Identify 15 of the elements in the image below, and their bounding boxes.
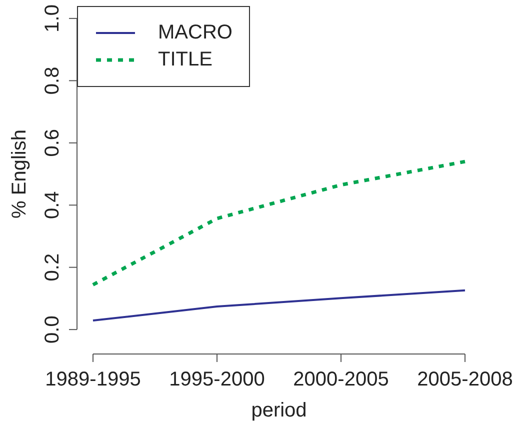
x-tick-label: 2005-2008 <box>417 368 513 391</box>
y-tick-label: 0.8 <box>42 66 64 95</box>
x-tick-label: 1995-2000 <box>169 368 265 391</box>
line-series <box>91 160 467 287</box>
y-tick-label: 0.0 <box>42 316 64 344</box>
y-tick-label: 0.4 <box>42 191 64 220</box>
legend-label: MACRO <box>158 22 232 44</box>
y-tick-label: 1.0 <box>42 4 64 32</box>
x-tick-label: 1989-1995 <box>45 368 141 391</box>
x-axis-title: period <box>251 400 307 422</box>
y-tick-label: 0.6 <box>42 128 64 157</box>
legend-label: TITLE <box>158 48 212 71</box>
y-axis-title: % English <box>8 130 31 218</box>
x-tick-label: 2000-2005 <box>293 368 389 391</box>
y-tick-label: 0.2 <box>42 253 64 282</box>
